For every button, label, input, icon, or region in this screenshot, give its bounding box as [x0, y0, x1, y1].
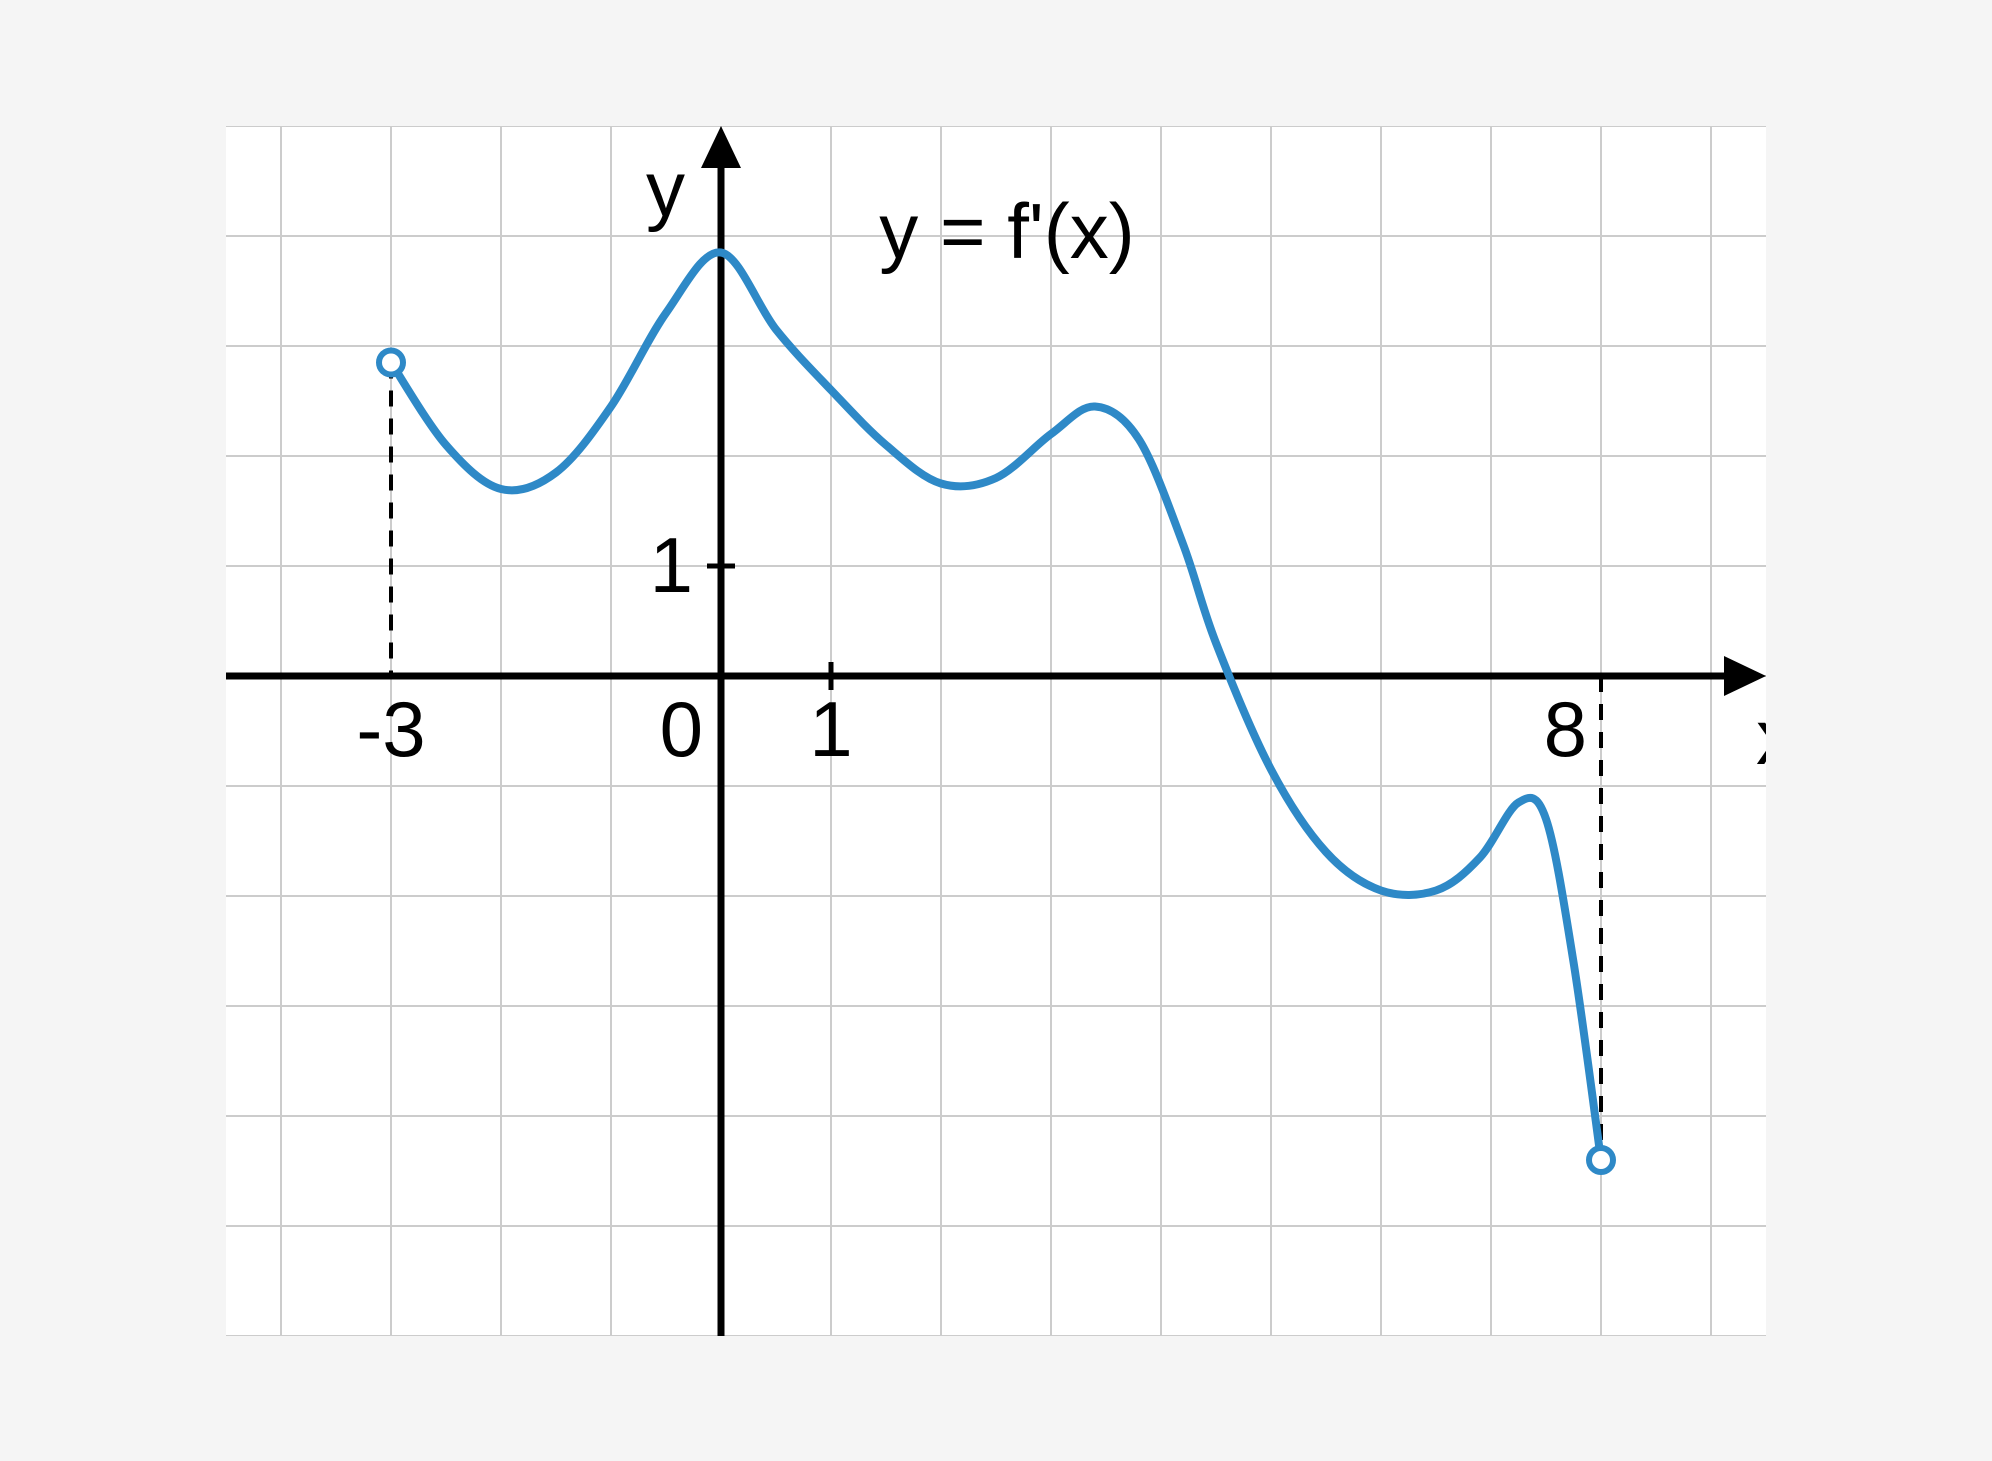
function-label: y = f'(x): [879, 187, 1134, 275]
derivative-plot: -3 0 1 8 1 x y y = f'(x): [226, 126, 1766, 1336]
x-tick-label: 8: [1544, 685, 1587, 773]
chart-container: -3 0 1 8 1 x y y = f'(x): [0, 0, 1992, 1461]
x-tick-label: -3: [356, 685, 425, 773]
open-endpoint: [379, 350, 403, 374]
plot-bg: [226, 126, 1766, 1336]
open-endpoint: [1589, 1148, 1613, 1172]
x-tick-label: 0: [660, 685, 703, 773]
plot-area: -3 0 1 8 1 x y y = f'(x): [226, 126, 1766, 1336]
x-axis-label: x: [1756, 693, 1766, 781]
y-tick-label: 1: [650, 521, 693, 609]
x-tick-label: 1: [809, 685, 852, 773]
y-axis-label: y: [646, 145, 685, 233]
